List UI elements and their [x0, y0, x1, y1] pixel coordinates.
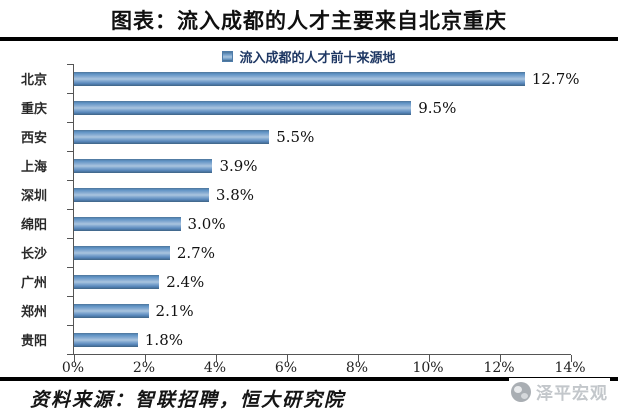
x-tick-mark — [571, 355, 572, 363]
x-tick-label: 10% — [412, 360, 444, 377]
data-label: 2.4% — [166, 272, 205, 291]
title-divider — [0, 37, 618, 42]
x-tick-mark — [216, 355, 217, 363]
x-tick-label: 4% — [203, 360, 227, 377]
bar-row: 12.7% — [74, 64, 580, 93]
y-tick-mark — [67, 93, 74, 95]
category-label: 长沙 — [20, 247, 47, 263]
data-label: 12.7% — [531, 69, 580, 88]
bar — [74, 158, 213, 173]
x-tick-label: 2% — [132, 360, 156, 377]
bar — [74, 129, 270, 144]
zeping-logo-icon — [511, 381, 531, 402]
bar — [74, 100, 412, 115]
bar-row: 2.7% — [74, 238, 571, 267]
y-tick-mark — [67, 325, 74, 327]
category-label: 重庆 — [20, 102, 47, 118]
x-tick-mark — [145, 355, 146, 363]
y-tick-mark — [67, 180, 74, 182]
category-label: 郑州 — [20, 305, 47, 321]
x-tick-label: 0% — [61, 360, 85, 377]
y-tick-mark — [67, 267, 74, 269]
bar-row: 5.5% — [74, 122, 571, 151]
x-tick-mark — [358, 355, 359, 363]
data-label: 1.8% — [144, 330, 183, 349]
value-axis: 0% 2% 4% 6% 8% 10% 12% 14% — [62, 355, 586, 377]
y-tick-mark — [67, 209, 74, 211]
chart-area: 北京重庆西安上海深圳绵阳长沙广州郑州贵阳 12.7% 9.5% 5.5% 3.9% 3.… — [0, 64, 618, 363]
x-tick-mark — [429, 355, 430, 363]
category-label: 深圳 — [20, 189, 47, 205]
bar — [74, 245, 170, 260]
bar — [74, 187, 209, 202]
category-label: 上海 — [20, 160, 47, 176]
bar — [74, 303, 149, 318]
source-note: 资料来源：智联招聘，恒大研究院 — [30, 389, 346, 411]
bar-row: 2.4% — [74, 267, 571, 296]
watermark: 泽平宏观 — [509, 378, 610, 405]
data-label: 5.5% — [276, 127, 315, 146]
bar — [74, 332, 138, 347]
data-label: 9.5% — [418, 98, 457, 117]
data-label: 3.0% — [187, 214, 226, 233]
y-tick-mark — [67, 354, 74, 356]
x-tick-mark — [74, 355, 75, 363]
y-tick-mark — [67, 238, 74, 240]
plot-area: 12.7% 9.5% 5.5% 3.9% 3.8% 3.0% 2.7% 2.4% 2.1% 1.8… — [67, 64, 580, 363]
footer-divider — [0, 377, 618, 381]
bar — [74, 216, 181, 231]
data-label: 2.1% — [155, 301, 194, 320]
chart-legend: 流入成都的人才前十来源地 — [0, 48, 618, 66]
category-label: 贵阳 — [20, 334, 47, 350]
data-label: 2.7% — [176, 243, 215, 262]
x-tick-label: 14% — [554, 360, 586, 377]
bar — [74, 274, 160, 289]
bar-row: 9.5% — [74, 93, 571, 122]
legend-marker-icon — [222, 50, 234, 62]
category-axis: 北京重庆西安上海深圳绵阳长沙广州郑州贵阳 — [0, 64, 73, 355]
bar — [74, 71, 525, 86]
y-tick-mark — [67, 296, 74, 298]
data-label: 3.8% — [215, 185, 254, 204]
page-title: 图表：流入成都的人才主要来自北京重庆 — [111, 8, 507, 33]
category-label: 广州 — [20, 276, 47, 292]
category-label: 西安 — [20, 131, 47, 147]
y-tick-mark — [67, 151, 74, 153]
category-label: 北京 — [20, 73, 47, 89]
y-tick-mark — [67, 122, 74, 124]
bar-row: 1.8% — [74, 325, 571, 354]
bar-row: 3.0% — [74, 209, 571, 238]
x-tick-label: 6% — [274, 360, 298, 377]
y-tick-mark — [67, 64, 74, 66]
x-tick-mark — [500, 355, 501, 363]
watermark-label: 泽平宏观 — [536, 384, 608, 404]
bar-row: 3.8% — [74, 180, 571, 209]
x-tick-label: 12% — [483, 360, 515, 377]
data-label: 3.9% — [219, 156, 258, 175]
x-tick-label: 8% — [345, 360, 369, 377]
bar-row: 2.1% — [74, 296, 571, 325]
category-label: 绵阳 — [20, 218, 47, 234]
legend-label: 流入成都的人才前十来源地 — [239, 50, 396, 66]
bar-row: 3.9% — [74, 151, 571, 180]
x-tick-mark — [287, 355, 288, 363]
